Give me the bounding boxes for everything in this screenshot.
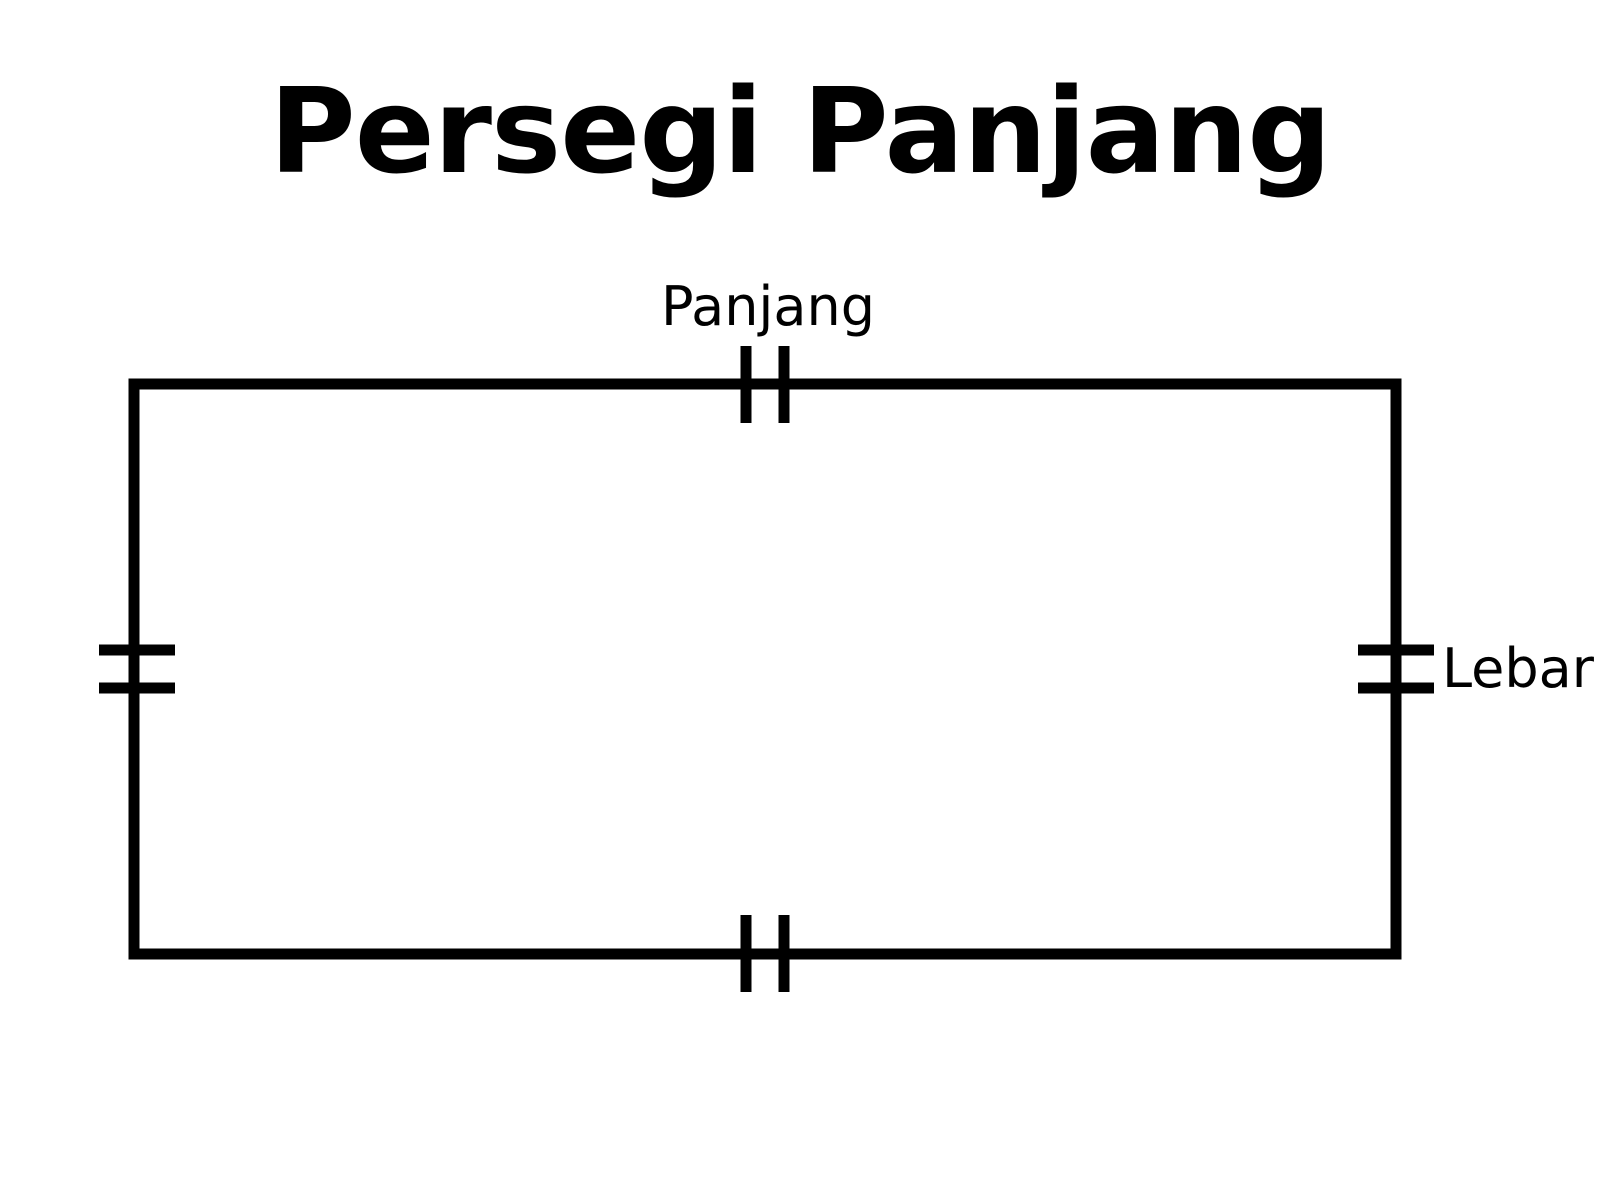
- top-equal-tick-marks: [740, 346, 790, 423]
- bottom-equal-tick-marks: [740, 915, 790, 992]
- length-label: Panjang: [660, 275, 876, 338]
- width-label: Lebar: [1442, 637, 1594, 700]
- right-equal-tick-marks: [1358, 644, 1434, 694]
- left-equal-tick-marks: [99, 644, 175, 694]
- rectangle-outline: [128, 378, 1402, 960]
- page-title: Persegi Panjang: [269, 62, 1331, 200]
